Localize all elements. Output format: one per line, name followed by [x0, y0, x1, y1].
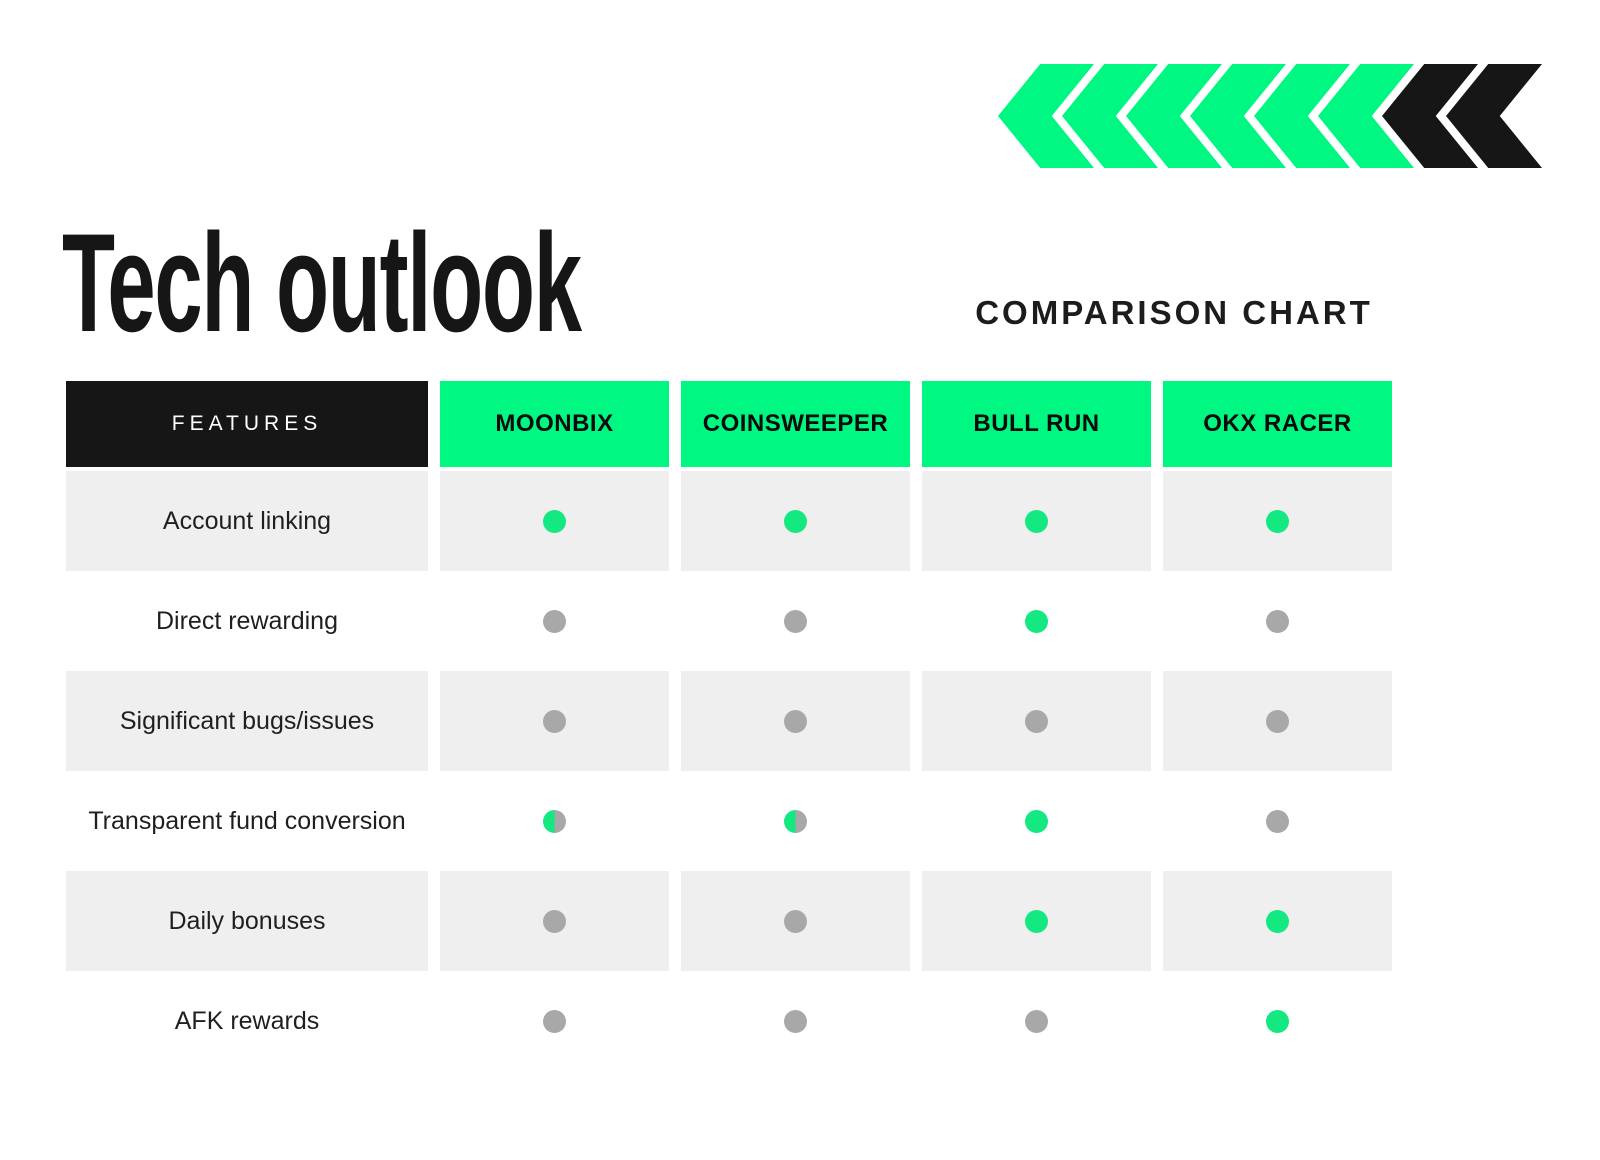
- dot-cell: [922, 571, 1151, 671]
- gray-status-dot-icon: [543, 1009, 566, 1033]
- dot-cell: [681, 471, 910, 571]
- dot-cell: [440, 571, 669, 671]
- table-row: Daily bonuses: [66, 871, 1392, 971]
- green-status-dot-icon: [1025, 909, 1048, 933]
- chevron-strip: [998, 64, 1542, 168]
- comparison-table-body: Account linking Direct rewarding Significa…: [66, 471, 1392, 1071]
- gray-status-dot-icon: [784, 909, 807, 933]
- dot-cell: [681, 871, 910, 971]
- gray-status-dot-icon: [543, 709, 566, 733]
- green-status-dot-icon: [1025, 609, 1048, 633]
- feature-label: Direct rewarding: [155, 606, 338, 635]
- gray-status-dot-icon: [784, 609, 807, 633]
- table-row: AFK rewards: [66, 971, 1390, 1071]
- green-status-dot-icon: [1025, 809, 1048, 833]
- dot-cell: [1163, 571, 1392, 671]
- table-header-row: FEATURES MOONBIX COINSWEEPER BULL RUN OKX R…: [66, 381, 1392, 467]
- column-header-moonbix: MOONBIX: [440, 381, 669, 467]
- dot-cell: [681, 571, 910, 671]
- table-row: Significant bugs/issues: [66, 671, 1392, 771]
- gray-status-dot-icon: [543, 609, 566, 633]
- page-title-text: Tech outlook: [62, 204, 582, 361]
- gray-status-dot-icon: [1266, 609, 1289, 633]
- table-row: Direct rewarding: [66, 571, 1390, 671]
- dot-cell: [1163, 671, 1392, 771]
- green-status-dot-icon: [784, 509, 807, 533]
- gray-status-dot-icon: [1025, 709, 1048, 733]
- feature-label: AFK rewards: [174, 1006, 320, 1035]
- dot-cell: [922, 971, 1151, 1071]
- dot-cell: [922, 871, 1151, 971]
- feature-label: Transparent fund conversion: [88, 806, 406, 835]
- green-status-dot-icon: [1266, 1009, 1289, 1033]
- dot-cell: [440, 871, 669, 971]
- dot-cell: [1163, 771, 1392, 871]
- comparison-table: FEATURES MOONBIX COINSWEEPER BULL RUN OKX R…: [66, 381, 1392, 1071]
- feature-label: Significant bugs/issues: [66, 671, 428, 771]
- dot-cell: [440, 771, 669, 871]
- dot-cell: [1163, 471, 1392, 571]
- dot-cell: [440, 971, 669, 1071]
- gray-status-dot-icon: [1266, 809, 1289, 833]
- feature-label: Daily bonuses: [66, 871, 428, 971]
- dot-cell: [440, 671, 669, 771]
- green-status-dot-icon: [1025, 509, 1048, 533]
- dot-cell: [922, 771, 1151, 871]
- dot-cell: [440, 471, 669, 571]
- feature-label: Account linking: [66, 471, 428, 571]
- green-status-dot-icon: [1266, 909, 1289, 933]
- column-header-okx-racer: OKX RACER: [1163, 381, 1392, 467]
- dot-cell: [681, 771, 910, 871]
- column-header-bull-run: BULL RUN: [922, 381, 1151, 467]
- gray-status-dot-icon: [1266, 709, 1289, 733]
- features-column-header: FEATURES: [66, 381, 428, 467]
- gray-status-dot-icon: [1025, 1009, 1048, 1033]
- table-row: Account linking: [66, 471, 1392, 571]
- green-status-dot-icon: [1266, 509, 1289, 533]
- split-status-dot-icon: [784, 809, 807, 833]
- comparison-chart-label: COMPARISON CHART: [975, 294, 1373, 331]
- column-header-coinsweeper: COINSWEEPER: [681, 381, 910, 467]
- page-title: Tech outlook: [62, 213, 899, 353]
- dot-cell: [681, 671, 910, 771]
- dot-cell: [681, 971, 910, 1071]
- dot-cell: [922, 471, 1151, 571]
- green-status-dot-icon: [543, 509, 566, 533]
- dot-cell: [1163, 971, 1392, 1071]
- split-status-dot-icon: [543, 809, 566, 833]
- dot-cell: [1163, 871, 1392, 971]
- table-row: Transparent fund conversion: [66, 771, 1390, 871]
- gray-status-dot-icon: [784, 709, 807, 733]
- dot-cell: [922, 671, 1151, 771]
- gray-status-dot-icon: [543, 909, 566, 933]
- gray-status-dot-icon: [784, 1009, 807, 1033]
